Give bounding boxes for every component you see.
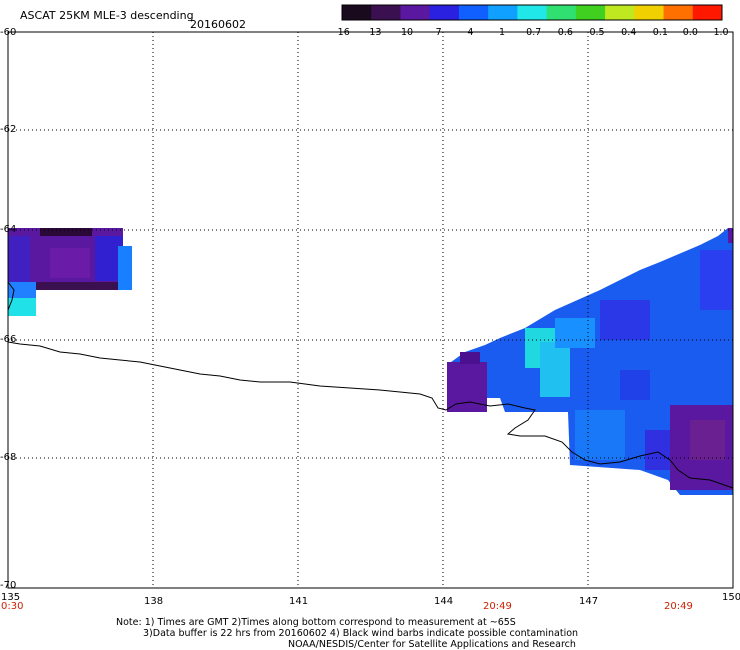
colorbar-swatch xyxy=(605,5,635,20)
colorbar-swatch xyxy=(488,5,518,20)
colorbar-swatch xyxy=(371,5,401,20)
time-label-west: 0:30 xyxy=(1,601,24,612)
lon-label-147: 147 xyxy=(579,596,599,607)
map-frame xyxy=(7,31,734,589)
colorbar-swatch xyxy=(575,5,606,20)
lon-label-141: 141 xyxy=(289,596,309,607)
lat-label-68: -68 xyxy=(0,452,17,463)
colorbar-swatch xyxy=(342,5,372,20)
colorbar-label: -7 xyxy=(432,27,442,38)
colorbar-swatch xyxy=(546,5,577,20)
colorbar-label: -16 xyxy=(334,27,350,38)
colorbar-swatch xyxy=(429,5,460,20)
time-label-mid: 20:49 xyxy=(483,601,512,612)
colorbar-label: -0.4 xyxy=(617,27,637,38)
lat-label-62: -62 xyxy=(0,124,17,135)
wind-data-swath-east xyxy=(447,228,733,495)
lon-label-150: 150 xyxy=(722,592,740,603)
lon-label-135: 135 xyxy=(1,592,21,603)
lat-label-66: -66 xyxy=(0,334,17,345)
time-label-east: 20:49 xyxy=(664,601,693,612)
colorbar-label: -0.7 xyxy=(522,27,542,38)
colorbar-label: -0.1 xyxy=(649,27,668,38)
colorbar-swatch xyxy=(458,5,489,20)
colorbar-label: -0.6 xyxy=(554,27,573,38)
lat-label-70: -70 xyxy=(0,580,17,591)
lon-label-138: 138 xyxy=(144,596,164,607)
graticule xyxy=(8,32,733,588)
colorbar xyxy=(341,4,723,21)
colorbar-label: -4 xyxy=(463,27,474,38)
colorbar-label: 0.0 xyxy=(682,27,698,38)
product-title: ASCAT 25KM MLE-3 descending xyxy=(20,9,194,22)
note-line-1: Note: 1) Times are GMT 2)Times along bot… xyxy=(116,617,516,628)
colorbar-swatch xyxy=(692,5,723,20)
colorbar-label: -1 xyxy=(495,27,506,38)
lat-label-64: -64 xyxy=(0,224,17,235)
colorbar-swatch xyxy=(634,5,665,20)
colorbar-label: -10 xyxy=(397,27,414,38)
colorbar-label: -13 xyxy=(365,27,382,38)
colorbar-swatch xyxy=(400,5,431,20)
colorbar-swatch xyxy=(663,5,694,20)
colorbar-swatch xyxy=(517,5,548,20)
note-line-2: 3)Data buffer is 22 hrs from 20160602 4)… xyxy=(143,628,579,639)
colorbar-label: -0.5 xyxy=(586,27,605,38)
coastline xyxy=(7,341,734,489)
lat-label-60: -60 xyxy=(0,27,17,38)
coastline-west-inlet xyxy=(7,281,15,311)
colorbar-border xyxy=(341,4,723,21)
lon-label-144: 144 xyxy=(434,596,454,607)
colorbar-label: 1.0 xyxy=(713,27,729,38)
note-line-3: NOAA/NESDIS/Center for Satellite Applica… xyxy=(288,639,576,650)
product-date: 20160602 xyxy=(190,18,246,31)
wind-data-swath-west xyxy=(8,228,132,316)
